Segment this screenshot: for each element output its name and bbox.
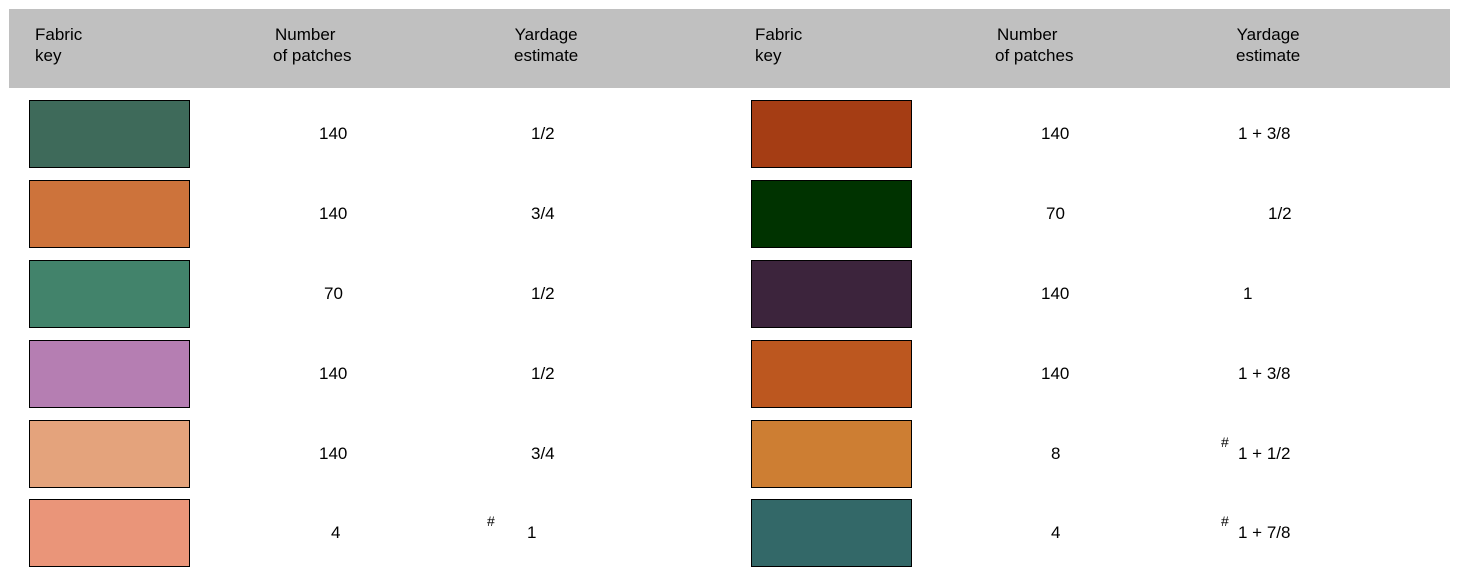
header-line: Number (275, 25, 336, 44)
table-row: 4 # 1 (0, 499, 720, 567)
header-fabric-key-right: Fabric key (755, 24, 802, 66)
note-mark: # (1221, 434, 1229, 450)
fabric-swatch (751, 420, 912, 488)
header-yardage-left: Yardage estimate (514, 24, 578, 66)
yardage-value: 3/4 (531, 204, 555, 223)
yardage-value: 1 (1243, 284, 1253, 303)
fabric-swatch (29, 180, 190, 248)
patch-count: 4 (1051, 523, 1061, 542)
table-row: 140 3/4 (0, 420, 720, 488)
note-mark: # (1221, 513, 1229, 529)
table-row: 140 3/4 (0, 180, 720, 248)
header-line: Number (997, 25, 1058, 44)
table-row: 140 1 + 3/8 (0, 100, 1459, 168)
patch-count: 140 (1041, 124, 1070, 143)
patch-count: 140 (319, 364, 348, 383)
yardage-value: 1 + 3/8 (1238, 364, 1291, 383)
yardage-value: 1/2 (531, 364, 555, 383)
patch-count: 140 (1041, 364, 1070, 383)
patch-count: 140 (319, 124, 348, 143)
yardage-value: 1/2 (1268, 204, 1292, 223)
table-header: Fabric key Number of patches Yardage est… (9, 9, 1450, 88)
table-row: 70 1/2 (0, 260, 720, 328)
note-mark: # (487, 513, 495, 529)
header-line: estimate (1236, 46, 1301, 65)
header-patches-left: Number of patches (273, 24, 351, 66)
header-line: of patches (273, 46, 352, 65)
header-line: key (35, 46, 62, 65)
fabric-swatch (29, 499, 190, 567)
patch-count: 70 (1046, 204, 1065, 223)
header-line: Fabric (35, 25, 83, 44)
header-line: key (755, 46, 782, 65)
header-fabric-key-left: Fabric key (35, 24, 82, 66)
patch-count: 8 (1051, 444, 1061, 463)
fabric-swatch (751, 180, 912, 248)
header-line: Fabric (755, 25, 803, 44)
fabric-swatch (751, 260, 912, 328)
patch-count: 140 (319, 204, 348, 223)
header-line: of patches (995, 46, 1074, 65)
yardage-value: 1 + 7/8 (1238, 523, 1291, 542)
yardage-value: 1/2 (531, 124, 555, 143)
patch-count: 140 (319, 444, 348, 463)
table-row: 8 # 1 + 1/2 (0, 420, 1459, 488)
patch-count: 140 (1041, 284, 1070, 303)
patch-count: 4 (331, 523, 341, 542)
header-line: Yardage (514, 25, 578, 44)
fabric-swatch (751, 100, 912, 168)
fabric-swatch (751, 499, 912, 567)
table-row: 140 1/2 (0, 100, 720, 168)
header-yardage-right: Yardage estimate (1236, 24, 1300, 66)
fabric-swatch (29, 340, 190, 408)
yardage-value: 1 + 3/8 (1238, 124, 1291, 143)
header-line: Yardage (1236, 25, 1300, 44)
fabric-swatch (751, 340, 912, 408)
table-row: 140 1 + 3/8 (0, 340, 1459, 408)
patch-count: 70 (324, 284, 343, 303)
table-row: 4 # 1 + 7/8 (0, 499, 1459, 567)
fabric-swatch (29, 260, 190, 328)
table-row: 70 1/2 (0, 180, 1459, 248)
table-row: 140 1/2 (0, 340, 720, 408)
yardage-value: 1 (527, 523, 537, 542)
yardage-value: 1/2 (531, 284, 555, 303)
header-line: estimate (514, 46, 579, 65)
header-patches-right: Number of patches (995, 24, 1073, 66)
fabric-swatch (29, 100, 190, 168)
yardage-value: 1 + 1/2 (1238, 444, 1291, 463)
fabric-swatch (29, 420, 190, 488)
table-row: 140 1 (0, 260, 1459, 328)
yardage-value: 3/4 (531, 444, 555, 463)
